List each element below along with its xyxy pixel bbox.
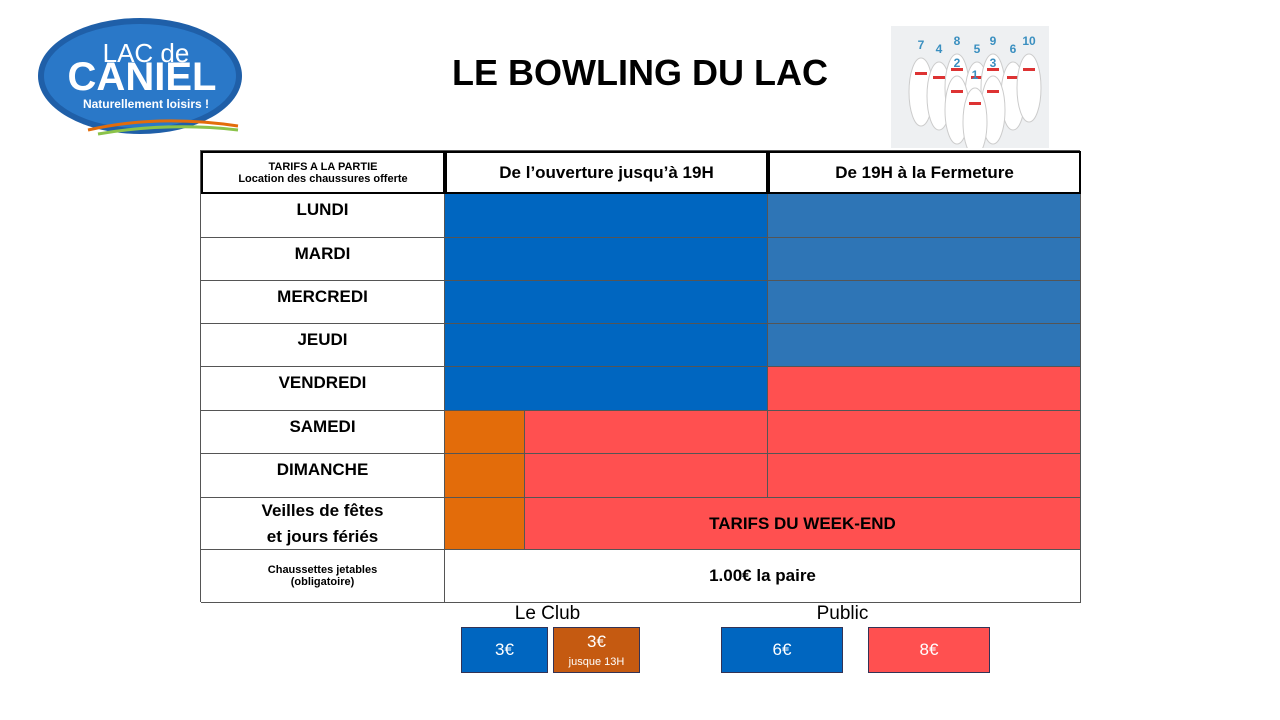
pin-number: 4: [936, 42, 943, 56]
weekend-note: TARIFS DU WEEK-END: [525, 498, 1081, 550]
slot: [445, 238, 768, 281]
day-label: MERCREDI: [201, 281, 445, 324]
slot: [445, 194, 768, 238]
slot: [768, 238, 1081, 281]
corner-header: TARIFS A LA PARTIE Location des chaussure…: [201, 151, 445, 194]
logo-line2: CANIEL: [68, 55, 217, 99]
pin-number: 7: [918, 38, 925, 52]
pin-number: 10: [1022, 34, 1036, 48]
pin-stripe: [971, 76, 983, 79]
slot: [768, 367, 1081, 411]
pin-stripe: [969, 102, 981, 105]
legend-public-red: 8€: [868, 627, 990, 673]
day-label: LUNDI: [201, 194, 445, 238]
slot: [445, 324, 768, 367]
pin-stripe: [1023, 68, 1035, 71]
slot: [768, 194, 1081, 238]
pin-number: 3: [990, 56, 997, 70]
legend-public: Public: [816, 603, 869, 624]
line: Location des chaussures offerte: [238, 172, 408, 185]
slot: [445, 367, 768, 411]
pin-stripe: [951, 68, 963, 71]
pin-stripe: [1007, 76, 1019, 79]
line: (obligatoire): [290, 576, 355, 588]
logo-line1: LAC de: [103, 38, 190, 68]
pin-number: 6: [1010, 42, 1017, 56]
line: TARIFS A LA PARTIE: [268, 160, 378, 173]
line: Chaussettes jetables: [267, 564, 378, 576]
column-header: De 19H à la Fermeture: [768, 151, 1081, 194]
title: LE BOWLING DU LAC: [452, 52, 828, 93]
day-label: MARDI: [201, 238, 445, 281]
note: jusque 13H: [568, 656, 625, 668]
pin: [1016, 53, 1042, 123]
holiday-label: Veilles de fêtes et jours fériés: [201, 498, 445, 550]
pin-number: 5: [974, 42, 981, 56]
legend-club: Le Club: [514, 603, 581, 624]
legend-club-orange: 3€ jusque 13H: [553, 627, 640, 673]
day-label: DIMANCHE: [201, 454, 445, 498]
pin-number: 9: [990, 34, 997, 48]
pin-number: 8: [954, 34, 961, 48]
socks-label: Chaussettes jetables (obligatoire): [201, 550, 445, 603]
day-label: JEUDI: [201, 324, 445, 367]
slot: [768, 324, 1081, 367]
slot: [445, 411, 525, 454]
pin: [962, 87, 988, 148]
slot: [768, 281, 1081, 324]
legend-club-blue: 3€: [461, 627, 548, 673]
line: et jours fériés: [266, 526, 379, 546]
slot: [445, 281, 768, 324]
slot: [445, 454, 525, 498]
slot: [445, 498, 525, 550]
pin-number: 2: [954, 56, 961, 70]
day-label: VENDREDI: [201, 367, 445, 411]
legend-public-blue: 6€: [721, 627, 843, 673]
pin-stripe: [933, 76, 945, 79]
price: 3€: [587, 632, 606, 651]
day-label: SAMEDI: [201, 411, 445, 454]
pin-stripe: [987, 90, 999, 93]
pin-stripe: [951, 90, 963, 93]
logo: LAC de CANIEL Naturellement loisirs !: [38, 18, 242, 136]
pin-stripe: [915, 72, 927, 75]
logo-tagline: Naturellement loisirs !: [83, 97, 209, 111]
line: Veilles de fêtes: [261, 500, 384, 520]
slot: [768, 411, 1081, 454]
pin-number: 1: [972, 68, 979, 82]
slot: [525, 454, 768, 498]
table: TARIFS A LA PARTIE Location des chaussure…: [200, 150, 1081, 603]
slot: [525, 411, 768, 454]
slot: [768, 454, 1081, 498]
socks-price: 1.00€ la paire: [445, 550, 1081, 603]
column-header: De l’ouverture jusqu’à 19H: [445, 151, 768, 194]
pin-stripe: [987, 68, 999, 71]
